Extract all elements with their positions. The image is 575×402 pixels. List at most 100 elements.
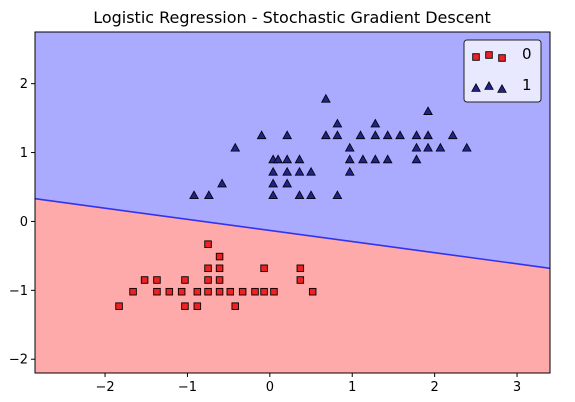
class-0-region <box>35 198 550 373</box>
class-1-point-3 <box>230 142 241 152</box>
class-1-point-26 <box>344 166 355 176</box>
legend-square-0 <box>472 53 480 61</box>
class-0-point-19 <box>226 287 235 296</box>
class-0-point-5 <box>165 287 174 296</box>
class-0-point-14 <box>204 287 212 296</box>
class-0-point-23 <box>260 264 268 273</box>
class-1-point-33 <box>382 154 393 164</box>
class-0-point-21 <box>238 287 247 296</box>
legend-label-0: 0 <box>522 45 532 63</box>
class-1-point-28 <box>358 154 368 164</box>
class-0-point-9 <box>193 287 202 296</box>
class-0-point-11 <box>204 240 212 248</box>
legend-marker-triangle <box>471 80 507 93</box>
class-1-point-19 <box>320 93 331 103</box>
class-1-point-23 <box>332 190 343 200</box>
y-tick-label-2: 0 <box>20 215 28 230</box>
x-tick-label-0: −2 <box>95 380 114 395</box>
class-0-point-22 <box>251 287 259 296</box>
class-1-point-32 <box>382 130 393 140</box>
class-0-point-20 <box>231 302 239 310</box>
class-0-point-1 <box>129 287 137 296</box>
y-tick-label-0: −2 <box>9 353 28 368</box>
class-1-point-21 <box>332 118 343 128</box>
legend-entry-1: 1 <box>471 76 532 94</box>
class-1-point-0 <box>189 190 199 200</box>
class-0-point-28 <box>308 287 317 296</box>
class-1-point-17 <box>306 166 316 176</box>
class-1-point-13 <box>282 166 293 176</box>
class-1-point-43 <box>461 142 472 152</box>
y-tick-label-1: −1 <box>9 284 28 299</box>
class-1-point-27 <box>355 130 366 140</box>
x-tick-label-3: 1 <box>348 380 356 395</box>
class-1-point-36 <box>411 142 422 152</box>
class-0-point-7 <box>181 276 189 284</box>
x-tick-label-4: 2 <box>430 380 438 395</box>
class-0-point-10 <box>193 302 202 310</box>
class-1-point-41 <box>435 142 446 152</box>
class-0-point-24 <box>260 287 268 296</box>
chart-title: Logistic Regression - Stochastic Gradien… <box>93 8 491 27</box>
class-1-point-42 <box>447 130 458 140</box>
legend-marker-square <box>472 51 506 62</box>
class-1-point-34 <box>395 130 405 140</box>
legend-square-1 <box>485 51 493 59</box>
class-0-point-12 <box>204 264 212 273</box>
class-0-point-8 <box>181 302 189 310</box>
class-1-point-24 <box>344 142 355 152</box>
class-0-point-17 <box>215 276 224 284</box>
class-1-point-18 <box>306 190 316 200</box>
class-1-point-16 <box>294 190 305 200</box>
y-tick-label-3: 1 <box>20 146 28 161</box>
class-0-point-27 <box>296 276 305 284</box>
class-1-point-9 <box>273 154 283 164</box>
class-1-point-4 <box>256 130 267 140</box>
class-1-point-11 <box>282 130 293 140</box>
legend-box <box>463 39 542 103</box>
class-1-point-37 <box>411 154 422 164</box>
class-1-point-39 <box>423 130 433 140</box>
class-0-point-18 <box>215 287 224 296</box>
class-1-point-6 <box>268 166 279 176</box>
legend-triangle-2 <box>497 83 507 93</box>
class-0-point-3 <box>153 276 161 284</box>
decision-boundary-line <box>35 197 550 270</box>
class-0-point-2 <box>140 276 149 284</box>
x-axis-ticks: −2 −1 0 1 2 3 <box>95 373 521 395</box>
class-1-point-30 <box>370 130 381 140</box>
class-1-point-29 <box>370 118 381 128</box>
legend-entry-0: 0 <box>472 45 532 63</box>
class-1-point-40 <box>423 142 433 152</box>
class-1-point-25 <box>344 154 355 164</box>
scatter-points <box>115 93 472 310</box>
y-tick-label-4: 2 <box>20 77 28 92</box>
class-0-point-0 <box>115 302 123 310</box>
class-0-point-16 <box>215 264 224 273</box>
class-0-point-15 <box>215 252 224 261</box>
class-1-point-7 <box>268 178 279 188</box>
class-0-point-26 <box>296 264 305 273</box>
class-0-point-6 <box>177 287 186 296</box>
legend-triangle-1 <box>484 80 494 90</box>
x-tick-label-2: 0 <box>266 380 274 395</box>
class-1-point-2 <box>217 178 227 188</box>
class-0-point-13 <box>204 276 212 284</box>
plot-frame <box>34 31 551 374</box>
legend-square-2 <box>498 54 506 62</box>
class-1-point-1 <box>203 190 214 200</box>
class-0-point-4 <box>153 287 161 296</box>
class-1-point-22 <box>332 130 343 140</box>
class-1-point-35 <box>411 130 422 140</box>
legend-triangle-0 <box>471 82 481 92</box>
class-1-point-12 <box>282 178 293 188</box>
class-1-region <box>35 32 550 269</box>
plot-area <box>35 32 550 373</box>
y-axis-ticks: −2 −1 0 1 2 <box>9 77 35 368</box>
class-1-point-8 <box>268 190 279 200</box>
class-1-point-10 <box>282 154 293 164</box>
class-1-point-15 <box>294 166 305 176</box>
class-1-point-38 <box>423 106 433 115</box>
class-1-point-20 <box>320 130 331 140</box>
